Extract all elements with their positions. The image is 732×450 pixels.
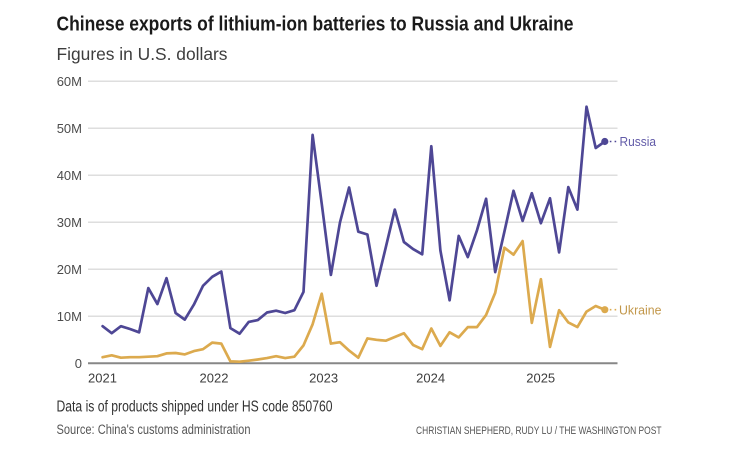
svg-text:Russia: Russia bbox=[620, 134, 657, 149]
svg-text:Ukraine: Ukraine bbox=[619, 302, 662, 317]
svg-text:Figures in U.S. dollars: Figures in U.S. dollars bbox=[57, 44, 228, 64]
svg-text:2022: 2022 bbox=[200, 371, 229, 386]
svg-text:60M: 60M bbox=[57, 74, 82, 89]
svg-text:40M: 40M bbox=[57, 168, 82, 183]
svg-text:CHRISTIAN SHEPHERD, RUDY LU /: CHRISTIAN SHEPHERD, RUDY LU / THE WASHIN… bbox=[416, 425, 662, 437]
svg-text:Data is of products shipped un: Data is of products shipped under HS cod… bbox=[57, 399, 333, 416]
svg-text:Chinese exports of lithium-ion: Chinese exports of lithium-ion batteries… bbox=[57, 14, 574, 36]
svg-text:0: 0 bbox=[75, 356, 82, 371]
svg-text:2025: 2025 bbox=[526, 371, 555, 386]
svg-text:Source: China's customs admini: Source: China's customs administration bbox=[57, 422, 251, 437]
svg-text:20M: 20M bbox=[57, 262, 82, 277]
svg-text:2024: 2024 bbox=[416, 371, 445, 386]
svg-text:50M: 50M bbox=[57, 121, 82, 136]
svg-text:10M: 10M bbox=[57, 309, 82, 324]
svg-text:30M: 30M bbox=[57, 215, 82, 230]
svg-text:2023: 2023 bbox=[309, 371, 338, 386]
svg-text:2021: 2021 bbox=[88, 371, 117, 386]
